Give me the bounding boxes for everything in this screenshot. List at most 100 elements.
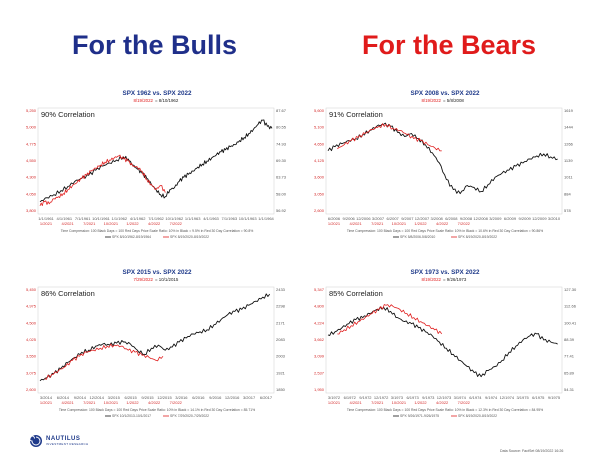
- chart-footer: Time Compression: 100 Black Days = 100 R…: [347, 408, 543, 412]
- left-tick-label: 5,100: [314, 125, 325, 130]
- right-tick-label: 578: [564, 208, 571, 213]
- right-tick-label: 1444: [564, 125, 574, 130]
- right-tick-label: 100.41: [564, 320, 577, 325]
- left-tick-label: 4,125: [314, 158, 325, 163]
- bottom-tick-label: 6/1972: [344, 395, 357, 400]
- bottom-tick-label-red: 4/2021: [62, 221, 75, 226]
- chart-spx-2008: SPX 2008 vs. SPX 2022 8/19/2022 = 5/8/2008…: [310, 86, 580, 254]
- series-line-current: [337, 123, 442, 152]
- right-tick-label: 1921: [276, 370, 286, 375]
- date-current-label: 7/29/2022: [133, 277, 153, 282]
- bottom-tick-label-red: 4/2021: [350, 400, 363, 405]
- bottom-tick-label: 3/1973: [391, 395, 404, 400]
- left-tick-label: 3,075: [26, 370, 37, 375]
- correlation-label: 91% Correlation: [329, 110, 383, 119]
- left-tick-label: 2,600: [26, 387, 37, 392]
- bottom-tick-label: 3/1975: [516, 395, 529, 400]
- series-line-current: [39, 154, 166, 207]
- right-tick-label: 54.31: [564, 387, 575, 392]
- plot-area: [325, 286, 563, 394]
- left-tick-label: 2,537: [314, 370, 325, 375]
- bottom-tick-label: 6/2009: [504, 216, 517, 221]
- date-analog-label: = 10/1/2015: [155, 277, 179, 282]
- bottom-tick-label-red: 10/2021: [104, 221, 119, 226]
- series-line-analog: [327, 122, 558, 195]
- data-source-note: Data Source: FactSet 08/19/2022 16:26: [500, 449, 564, 453]
- bears-headline: For the Bears: [362, 30, 537, 60]
- plot-area: [37, 107, 275, 215]
- bottom-tick-label: 3/2009: [489, 216, 502, 221]
- chart-spx-2015: SPX 2015 vs. SPX 2022 7/29/2022 = 10/1/201…: [22, 265, 292, 433]
- chart-spx-1962: SPX 1962 vs. SPX 2022 8/19/2022 = 8/10/196…: [22, 86, 292, 254]
- bottom-tick-label-red: 4/2022: [148, 221, 161, 226]
- bottom-tick-label: 9/2016: [209, 395, 222, 400]
- bottom-tick-label: 3/2015: [108, 395, 121, 400]
- bottom-tick-label: 6/2014: [57, 395, 70, 400]
- right-tick-label: 1619: [564, 108, 574, 113]
- legend-current: SPX 8/19/2020-8/19/2022: [458, 235, 497, 239]
- bottom-tick-label: 12/2016: [225, 395, 240, 400]
- date-analog-label: = 9/26/1973: [443, 277, 467, 282]
- bottom-tick-label: 12/2009: [532, 216, 547, 221]
- bottom-tick-label: 7/1/1962: [148, 216, 164, 221]
- bottom-tick-label: 6/2017: [260, 395, 273, 400]
- left-tick-label: 4,775: [26, 141, 37, 146]
- bottom-tick-label-red: 1/2022: [126, 221, 139, 226]
- bottom-tick-label-red: 4/2022: [436, 400, 449, 405]
- bottom-tick-label: 6/2016: [192, 395, 205, 400]
- date-current-label: 8/19/2022: [421, 277, 441, 282]
- series-line-analog: [39, 293, 271, 382]
- left-tick-label: 5,450: [26, 287, 37, 292]
- chart-footer: Time Compression: 100 Black Days = 100 R…: [59, 408, 255, 412]
- chart-title: SPX 1973 vs. SPX 2022: [411, 269, 480, 276]
- chart-title: SPX 2008 vs. SPX 2022: [411, 90, 480, 97]
- bottom-tick-label-red: 7/2021: [83, 221, 96, 226]
- right-tick-label: 56.92: [276, 208, 287, 213]
- left-tick-label: 5,347: [314, 287, 325, 292]
- left-tick-label: 4,224: [314, 320, 325, 325]
- bottom-tick-label: 9/1974: [485, 395, 498, 400]
- left-tick-label: 4,025: [26, 337, 37, 342]
- date-current-label: 8/19/2022: [421, 98, 441, 103]
- chart-spx-1973: SPX 1973 vs. SPX 2022 8/19/2022 = 9/26/197…: [310, 265, 580, 433]
- bottom-tick-label: 1/1/1962: [112, 216, 128, 221]
- bottom-tick-label: 4/1/1963: [203, 216, 219, 221]
- bulls-headline: For the Bulls: [72, 30, 238, 60]
- bottom-tick-label: 12/1972: [374, 395, 389, 400]
- left-tick-label: 4,050: [26, 191, 37, 196]
- bottom-tick-label-red: 7/2022: [458, 221, 471, 226]
- bottom-tick-label-red: 1/2022: [414, 400, 427, 405]
- bottom-tick-label-red: 4/2021: [350, 221, 363, 226]
- right-tick-label: 2171: [276, 320, 286, 325]
- right-tick-label: 74.93: [276, 141, 287, 146]
- bottom-tick-label: 12/2008: [473, 216, 488, 221]
- date-current-label: 8/19/2022: [133, 98, 153, 103]
- bottom-tick-label-red: 7/2022: [458, 400, 471, 405]
- bottom-tick-label: 3/2007: [372, 216, 385, 221]
- left-tick-label: 3,600: [314, 175, 325, 180]
- bottom-tick-label: 12/2015: [157, 395, 172, 400]
- bottom-tick-label: 3/1974: [454, 395, 467, 400]
- bottom-tick-label: 9/2008: [460, 216, 473, 221]
- bottom-tick-label: 9/1975: [548, 395, 561, 400]
- bottom-tick-label-red: 4/2022: [148, 400, 161, 405]
- plot-area: [325, 107, 563, 215]
- right-tick-label: 127.30: [564, 287, 577, 292]
- bottom-tick-label: 6/1974: [469, 395, 482, 400]
- bottom-tick-label: 1/1/1964: [258, 216, 274, 221]
- right-tick-label: 87.67: [276, 108, 287, 113]
- left-tick-label: 5,600: [314, 108, 325, 113]
- nautilus-shell-icon: [29, 435, 42, 447]
- bottom-tick-label-red: 7/2021: [371, 400, 384, 405]
- left-tick-label: 4,650: [314, 141, 325, 146]
- chart-footer: Time Compression: 100 Black Days = 100 R…: [61, 229, 254, 233]
- right-tick-label: 884: [564, 191, 571, 196]
- bottom-tick-label: 9/2006: [343, 216, 356, 221]
- left-tick-label: 5,250: [26, 108, 37, 113]
- bottom-tick-label: 9/2015: [141, 395, 154, 400]
- bottom-tick-label-red: 4/2021: [62, 400, 75, 405]
- left-tick-label: 3,662: [314, 337, 325, 342]
